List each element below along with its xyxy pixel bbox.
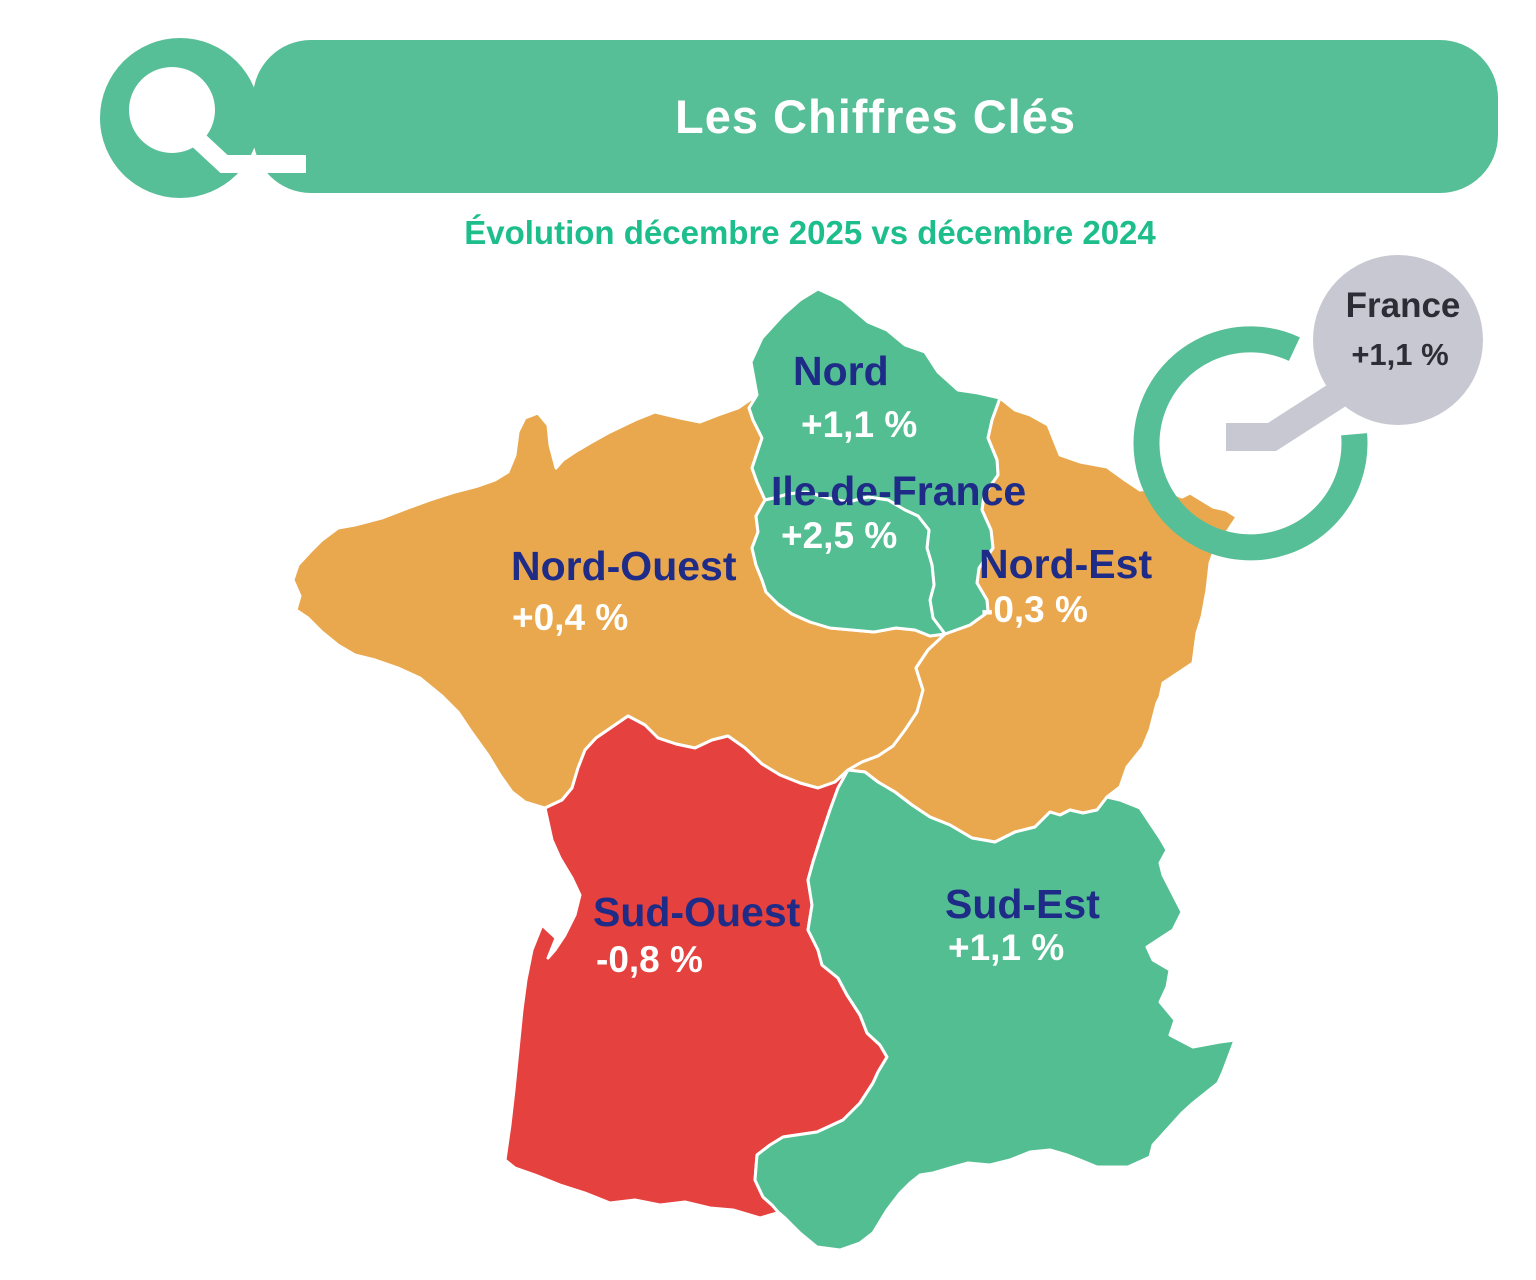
value-nord-ouest: +0,4 %: [512, 597, 629, 638]
label-ile-de-france: Ile-de-France: [771, 468, 1027, 514]
value-sud-ouest: -0,8 %: [596, 939, 703, 980]
badge-arc: [1133, 326, 1368, 561]
magnifier-handle: [189, 131, 306, 173]
region-ile-de-france[interactable]: [750, 490, 947, 638]
value-nord-est: -0,3 %: [981, 589, 1088, 630]
label-sud-ouest: Sud-Ouest: [593, 889, 801, 935]
subtitle: Évolution décembre 2025 vs décembre 2024: [464, 214, 1156, 251]
label-sud-est: Sud-Est: [945, 881, 1100, 927]
label-nord: Nord: [793, 348, 889, 394]
region-sud-est[interactable]: [753, 768, 1237, 1252]
france-badge-label: France: [1345, 286, 1461, 325]
badge-magnifier-handle: [1226, 380, 1350, 451]
magnifier-lens: [129, 67, 215, 153]
france-badge: [1133, 255, 1483, 561]
value-ile-de-france: +2,5 %: [781, 515, 898, 556]
badge-circle: [1313, 255, 1483, 425]
magnifier-icon: [100, 38, 306, 198]
header-banner: Les Chiffres Clés: [253, 40, 1498, 193]
page-title: Les Chiffres Clés: [675, 90, 1076, 143]
label-nord-ouest: Nord-Ouest: [511, 543, 737, 589]
value-sud-est: +1,1 %: [948, 927, 1065, 968]
value-nord: +1,1 %: [801, 404, 918, 445]
label-nord-est: Nord-Est: [979, 541, 1153, 587]
france-badge-value: +1,1 %: [1351, 337, 1449, 372]
